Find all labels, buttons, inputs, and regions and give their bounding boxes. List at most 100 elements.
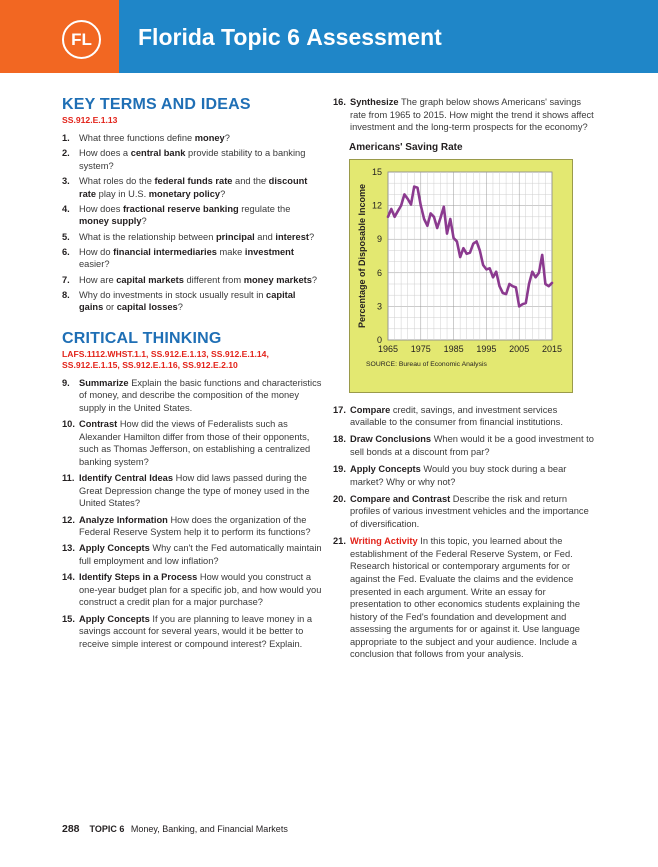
question-skill-label: Summarize	[79, 377, 129, 388]
y-axis-label: Percentage of Disposable Income	[357, 184, 367, 328]
savings-rate-line	[386, 185, 554, 308]
question-text: What three functions define	[79, 133, 195, 143]
question-number: 6.	[62, 246, 70, 257]
key-term: capital losses	[116, 302, 178, 313]
question-text: In this topic, you learned about the est…	[350, 536, 580, 660]
question-number: 3.	[62, 175, 70, 186]
right-column: 16. Synthesize The graph below shows Amer…	[333, 96, 595, 666]
question-item: 18. Draw Conclusions When would it be a g…	[333, 433, 595, 458]
x-tick-label: 1965	[378, 344, 398, 354]
key-term: interest	[275, 231, 309, 242]
critical-thinking-heading: CRITICAL THINKING	[62, 329, 222, 347]
question-text: ?	[308, 231, 315, 242]
y-tick-label: 15	[372, 167, 382, 177]
question-skill-label: Writing Activity	[350, 536, 418, 547]
y-tick-label: 0	[377, 335, 382, 345]
question-text: How does a	[79, 148, 131, 159]
question-skill-label: Compare and Contrast	[350, 493, 451, 504]
question-item: 15. Apply Concepts If you are planning to…	[62, 613, 322, 651]
question-text: regulate the	[238, 203, 291, 214]
question-text: How would you construct a one-year budge…	[79, 572, 322, 608]
question-list-bottom: 17. Compare credit, savings, and investme…	[333, 404, 595, 661]
question-number: 16.	[333, 97, 346, 107]
question-text: or	[103, 302, 117, 313]
question-number: 18.	[333, 434, 346, 445]
key-term: capital gains	[79, 289, 296, 313]
question-item: 12. Analyze Information How does the orga…	[62, 514, 322, 539]
question-skill-label: Contrast	[79, 419, 118, 430]
key-term: discount rate	[79, 175, 308, 199]
y-tick-label: 6	[377, 268, 382, 278]
question-item: 11. Identify Central Ideas How did laws p…	[62, 472, 322, 510]
question-number: 7.	[62, 274, 70, 285]
key-terms-standard: SS.912.E.1.13	[62, 115, 118, 125]
y-tick-label: 12	[372, 200, 382, 210]
question-text: When would it be a good investment to se…	[350, 434, 594, 458]
question-skill-label: Draw Conclusions	[350, 434, 432, 445]
key-term: financial intermediaries	[113, 246, 217, 257]
question-skill-label: Apply Concepts	[79, 613, 150, 624]
question-text: ?	[224, 133, 230, 143]
page-number: 288	[62, 823, 80, 835]
critical-thinking-standards: LAFS.1112.WHST.1.1, SS.912.E.1.13, SS.91…	[62, 348, 269, 370]
page-footer: 288 TOPIC 6 Money, Banking, and Financial…	[62, 823, 288, 835]
question-number: 8.	[62, 289, 70, 300]
question-number: 19.	[333, 464, 346, 475]
plot-area	[387, 171, 553, 341]
key-term: central bank	[130, 148, 186, 159]
question-number: 13.	[62, 543, 75, 554]
left-column: KEY TERMS AND IDEAS SS.912.E.1.13 1. What…	[62, 96, 322, 654]
page-title-rest: Assessment	[306, 24, 442, 50]
savings-rate-chart: 0 3 6 9 12 15 1965 1975 1985 1995 2005 2015 Percenta…	[349, 158, 573, 393]
question-skill-label: Apply Concepts	[350, 464, 421, 475]
page-title: Florida Topic 6 Assessment	[138, 24, 442, 51]
y-tick-label: 9	[377, 234, 382, 244]
question-text: ?	[220, 188, 226, 199]
question-text: How did laws passed during the Great Dep…	[79, 473, 310, 509]
question-number: 11.	[62, 473, 75, 484]
question-number: 10.	[62, 419, 75, 430]
question-text: easier?	[79, 259, 110, 270]
question-number: 2.	[62, 148, 70, 159]
question-text: How does	[79, 203, 123, 214]
question-item: 7. How are capital markets different from…	[62, 274, 322, 287]
question-text: How are	[79, 274, 117, 285]
question-item: 16. Synthesize The graph below shows Amer…	[333, 96, 595, 134]
key-term: investment	[244, 246, 294, 257]
question-text: Why do investments in stock usually resu…	[79, 289, 267, 300]
x-tick-label: 1985	[444, 344, 464, 354]
question-number: 14.	[62, 572, 75, 583]
question-item: 14. Identify Steps in a Process How would…	[62, 571, 322, 609]
question-list-top: 16. Synthesize The graph below shows Amer…	[333, 96, 595, 134]
header-bar	[119, 0, 658, 73]
question-text: Would you buy stock during a bear market…	[350, 464, 567, 487]
question-skill-label: Analyze Information	[79, 514, 168, 525]
question-number: 20.	[333, 493, 346, 504]
critical-thinking-list: 9. Summarize Explain the basic functions …	[62, 377, 322, 650]
question-item: 4. How does fractional reserve banking re…	[62, 203, 322, 228]
question-skill-label: Identify Central Ideas	[79, 473, 174, 484]
key-term: monetary policy	[148, 188, 221, 199]
key-term: principal	[215, 231, 255, 242]
key-term: money markets	[243, 274, 312, 285]
question-text: play in U.S.	[96, 188, 149, 199]
question-text: make	[216, 246, 245, 257]
question-item: 9. Summarize Explain the basic functions …	[62, 377, 322, 415]
question-number: 17.	[333, 404, 346, 415]
question-item: 20. Compare and Contrast Describe the ris…	[333, 493, 595, 531]
key-term: fractional reserve banking	[122, 203, 239, 214]
chart-source: SOURCE: Bureau of Economic Analysis	[366, 361, 487, 368]
x-tick-label: 1975	[411, 344, 431, 354]
question-text: and	[254, 231, 276, 242]
question-item: 3. What roles do the federal funds rate a…	[62, 175, 322, 200]
question-number: 1.	[62, 133, 70, 143]
key-terms-heading: KEY TERMS AND IDEAS	[62, 96, 251, 113]
question-item: 5. What is the relationship between princ…	[62, 231, 322, 244]
question-item: 2. How does a central bank provide stabil…	[62, 147, 322, 172]
x-tick-label: 1995	[476, 344, 496, 354]
question-item: 1. What three functions define money?	[62, 132, 322, 145]
question-text: credit, savings, and investment services…	[350, 404, 563, 428]
florida-badge-icon: FL	[62, 20, 101, 59]
chart-svg: 0 3 6 9 12 15 1965 1975 1985 1995 2005 2015 Percenta…	[357, 167, 562, 368]
key-term: capital markets	[116, 274, 184, 285]
